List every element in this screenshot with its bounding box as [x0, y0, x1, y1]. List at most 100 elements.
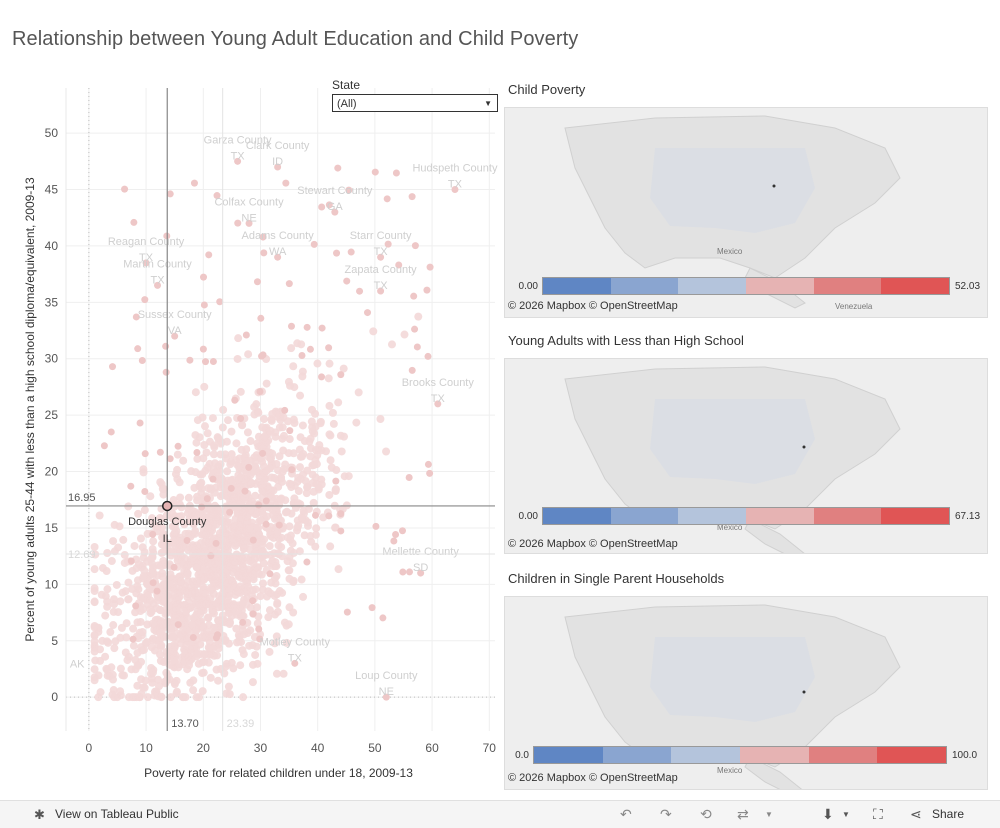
data-point — [199, 583, 208, 592]
data-point — [285, 574, 294, 583]
y-tick-label: 5 — [51, 634, 58, 648]
data-point — [219, 543, 228, 552]
legend-color-step — [678, 278, 747, 294]
data-point — [173, 450, 182, 459]
data-point — [325, 490, 334, 499]
data-point — [237, 420, 246, 429]
data-point — [154, 675, 163, 684]
data-point — [434, 400, 442, 408]
map-attribution[interactable]: © 2026 Mapbox © OpenStreetMap — [508, 300, 678, 312]
state-select[interactable]: (All) ▼ — [332, 94, 498, 112]
data-point — [189, 633, 197, 641]
data-point — [131, 608, 140, 617]
chevron-down-icon[interactable]: ▼ — [484, 99, 492, 108]
data-point — [128, 585, 137, 594]
data-point — [413, 343, 421, 351]
data-point — [281, 406, 289, 414]
legend-color-step — [534, 747, 603, 763]
data-point — [364, 309, 372, 317]
data-point — [299, 506, 308, 515]
data-point — [324, 374, 333, 383]
county-state-label: TX — [374, 246, 389, 258]
undo-icon[interactable]: ↶ — [620, 806, 632, 822]
data-point — [266, 570, 274, 578]
data-point — [159, 529, 168, 538]
data-point — [119, 535, 128, 544]
data-point — [274, 413, 283, 422]
data-point — [238, 559, 247, 568]
revert-icon[interactable]: ⟲ — [700, 806, 712, 822]
data-point — [177, 512, 186, 521]
data-point — [242, 536, 251, 545]
fullscreen-icon[interactable]: ⛶ — [873, 806, 883, 822]
data-point — [167, 582, 176, 591]
map-attribution[interactable]: © 2026 Mapbox © OpenStreetMap — [508, 538, 678, 550]
scatter-chart[interactable]: 0 10 20 30 40 50 60 70 0 5 10 15 20 25 30 35 40 45 50 Pover… — [0, 80, 500, 790]
data-point — [318, 324, 326, 332]
data-point — [200, 382, 209, 391]
data-point — [139, 645, 148, 654]
data-point — [132, 313, 140, 321]
map-place-label: Venezuela — [835, 302, 873, 311]
map-attribution[interactable]: © 2026 Mapbox © OpenStreetMap — [508, 772, 678, 784]
county-state-label: TX — [150, 274, 165, 286]
state-filter[interactable]: State (All) ▼ — [332, 78, 500, 112]
data-point — [179, 456, 188, 465]
redo-icon[interactable]: ↷ — [660, 806, 672, 822]
data-point — [325, 359, 334, 368]
data-point — [262, 379, 271, 388]
data-point — [140, 548, 149, 557]
data-point — [298, 352, 306, 360]
data-point — [227, 450, 236, 459]
chevron-down-icon[interactable]: ▼ — [842, 810, 850, 819]
data-point — [172, 676, 181, 685]
data-point — [115, 522, 124, 531]
data-point — [317, 446, 326, 455]
data-point — [140, 506, 149, 515]
data-point — [387, 340, 396, 349]
chevron-down-icon[interactable]: ▼ — [765, 810, 773, 819]
data-point — [239, 650, 248, 659]
data-point — [159, 541, 168, 550]
data-point — [214, 557, 223, 566]
data-point — [249, 597, 257, 605]
legend-min-label: 0.00 — [518, 510, 538, 522]
data-point — [212, 539, 220, 547]
data-point — [166, 570, 175, 579]
map-view[interactable]: Mexico — [504, 596, 988, 790]
data-point — [308, 405, 317, 414]
y-tick-label: 0 — [51, 690, 58, 704]
data-point — [120, 558, 129, 567]
county-state-label: TX — [448, 179, 463, 191]
share-icon[interactable]: ⋖ — [910, 806, 922, 822]
share-button[interactable]: Share — [932, 807, 965, 821]
data-point — [262, 497, 270, 505]
data-point — [162, 368, 170, 376]
data-point — [334, 164, 342, 172]
data-point — [277, 477, 286, 486]
data-point — [90, 542, 99, 551]
data-point — [146, 605, 155, 614]
data-point — [123, 656, 132, 665]
average-x-label: 23.39 — [227, 718, 255, 730]
data-point — [127, 482, 135, 490]
legend-color-step — [813, 278, 882, 294]
view-on-tableau-public-link[interactable]: View on Tableau Public — [55, 807, 179, 821]
download-icon[interactable]: ⬇ — [822, 806, 834, 822]
data-point — [175, 500, 184, 509]
data-point — [333, 249, 341, 257]
data-point — [136, 419, 144, 427]
data-point — [239, 693, 248, 702]
data-point — [168, 509, 177, 518]
refresh-icon[interactable]: ⇄ — [737, 806, 749, 822]
data-point — [271, 432, 280, 441]
data-point — [259, 449, 267, 457]
data-point — [193, 448, 201, 456]
data-point — [287, 344, 296, 353]
data-point — [253, 439, 262, 448]
data-point — [227, 427, 236, 436]
legend-max-label: 100.0 — [952, 749, 978, 761]
data-point — [236, 588, 245, 597]
data-point — [275, 452, 284, 461]
data-point — [294, 499, 303, 508]
